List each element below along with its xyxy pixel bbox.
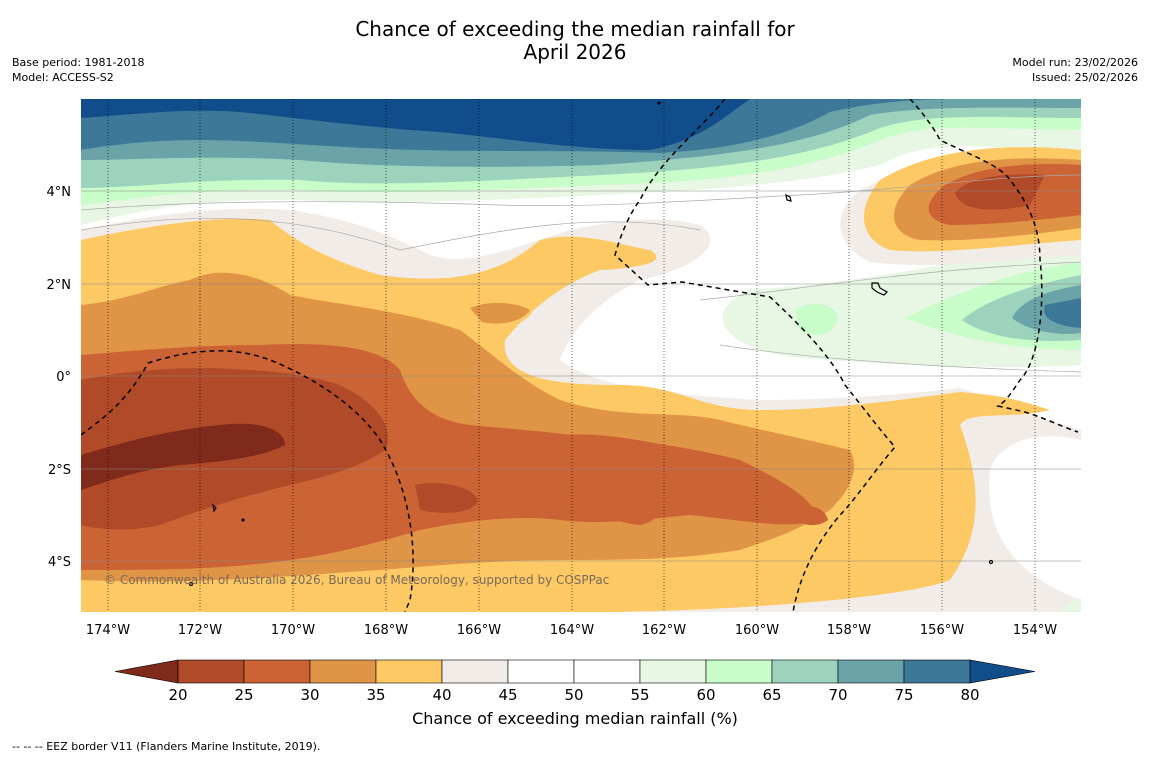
colorbar-bin bbox=[375, 659, 443, 684]
field-east-75-80 bbox=[1044, 298, 1081, 328]
colorbar-bin bbox=[639, 659, 707, 684]
lon-label: 154°W bbox=[1013, 623, 1057, 638]
colorbar-tick: 30 bbox=[300, 686, 319, 704]
map-title: Chance of exceeding the median rainfall … bbox=[0, 18, 1150, 64]
lon-label: 156°W bbox=[920, 623, 964, 638]
island-shape bbox=[188, 581, 194, 587]
island-shape bbox=[871, 282, 888, 296]
base-period: Base period: 1981-2018 bbox=[12, 56, 145, 69]
colorbar-tick: 25 bbox=[234, 686, 253, 704]
colorbar-bin bbox=[903, 659, 971, 684]
colorbar-bin bbox=[441, 659, 509, 684]
eez-borders bbox=[81, 99, 1079, 612]
model-name: Model: ACCESS-S2 bbox=[12, 71, 114, 84]
field-ne-20-25 bbox=[955, 174, 1045, 210]
issued-date: Issued: 25/02/2026 bbox=[1031, 71, 1138, 84]
model-run: Model run: 23/02/2026 bbox=[1012, 56, 1138, 69]
graticule-lat bbox=[81, 190, 1081, 562]
colorbar-bin bbox=[705, 659, 773, 684]
field-patch-25-30-a bbox=[559, 434, 683, 525]
lon-label: 158°W bbox=[827, 623, 871, 638]
colorbar-tick: 50 bbox=[564, 686, 583, 704]
colorbar-tick: 70 bbox=[828, 686, 847, 704]
lat-label: 0° bbox=[56, 370, 71, 385]
islands bbox=[188, 101, 994, 587]
contour-line-1 bbox=[81, 217, 701, 251]
contour-line-3 bbox=[699, 261, 1081, 301]
lat-label: 4°N bbox=[47, 185, 72, 200]
title-line-2: April 2026 bbox=[523, 40, 627, 64]
lat-axis: 4°N 2°N 0° 2°S 4°S bbox=[47, 185, 72, 570]
lon-label: 164°W bbox=[550, 623, 594, 638]
eez-border-line-islands bbox=[614, 99, 896, 612]
map-field: © Commonwealth of Australia 2026, Bureau… bbox=[81, 99, 1081, 612]
contour-line-2 bbox=[81, 174, 1081, 211]
field-se-45-50 bbox=[989, 436, 1081, 600]
colorbar-bin bbox=[507, 659, 575, 684]
lat-label: 2°N bbox=[47, 278, 72, 293]
colorbar-tick: 20 bbox=[168, 686, 187, 704]
title-line-1: Chance of exceeding the median rainfall … bbox=[355, 17, 795, 41]
copyright-text: © Commonwealth of Australia 2026, Bureau… bbox=[104, 573, 609, 587]
colorbar-tick: 55 bbox=[630, 686, 649, 704]
eez-border-east bbox=[909, 99, 1079, 433]
colorbar-bin bbox=[573, 659, 641, 684]
colorbar-tick: 80 bbox=[960, 686, 979, 704]
colorbar-tick: 60 bbox=[696, 686, 715, 704]
colorbar-tick: 45 bbox=[498, 686, 517, 704]
island-shape bbox=[785, 193, 792, 202]
colorbar-label: Chance of exceeding median rainfall (%) bbox=[412, 709, 738, 728]
meta-left: Base period: 1981-2018 Model: ACCESS-S2 bbox=[12, 55, 144, 85]
field-contours bbox=[81, 174, 1081, 373]
colorbar-tick: 65 bbox=[762, 686, 781, 704]
lon-label: 162°W bbox=[642, 623, 686, 638]
colorbar-tick: 40 bbox=[432, 686, 451, 704]
lon-label: 170°W bbox=[271, 623, 315, 638]
meta-right: Model run: 23/02/2026 Issued: 25/02/2026 bbox=[1012, 55, 1138, 85]
field-patch-20-25-b bbox=[415, 483, 478, 513]
field-east-60-65-small bbox=[795, 303, 838, 336]
lon-label: 166°W bbox=[457, 623, 501, 638]
island-shape bbox=[241, 518, 245, 522]
colorbar-bin bbox=[837, 659, 905, 684]
field-patch-25-30-e bbox=[795, 506, 828, 526]
island-shape bbox=[212, 503, 217, 513]
lon-label: 168°W bbox=[364, 623, 408, 638]
colorbar-tick: 35 bbox=[366, 686, 385, 704]
lon-label: 172°W bbox=[178, 623, 222, 638]
colorbar-bin bbox=[309, 659, 377, 684]
lat-label: 2°S bbox=[48, 463, 71, 478]
lon-axis: 174°W 172°W 170°W 168°W 166°W 164°W 162°… bbox=[86, 623, 1057, 638]
field-se-55-60 bbox=[1060, 598, 1081, 612]
colorbar-bin bbox=[243, 659, 311, 684]
colorbar-ticks: 20 25 30 35 40 45 50 55 60 65 70 75 80 bbox=[168, 686, 979, 704]
lon-label: 174°W bbox=[86, 623, 130, 638]
lat-label: 4°S bbox=[48, 555, 71, 570]
colorbar-tick: 75 bbox=[894, 686, 913, 704]
contour-line-4 bbox=[719, 344, 1081, 373]
colorbar-extend-high bbox=[969, 659, 1036, 684]
colorbar-bin bbox=[771, 659, 839, 684]
eez-footnote: -- -- -- EEZ border V11 (Flanders Marine… bbox=[12, 740, 321, 753]
field-band-under-20 bbox=[81, 423, 285, 490]
island-shape bbox=[988, 559, 994, 565]
island-shape bbox=[657, 101, 661, 105]
colorbar-bin bbox=[177, 659, 245, 684]
field-band-over-80-north bbox=[81, 99, 750, 150]
eez-border-kiribati-phoenix bbox=[81, 350, 414, 612]
field-patch-30-35-d bbox=[470, 302, 530, 324]
colorbar bbox=[114, 659, 1036, 684]
colorbar-extend-low bbox=[114, 659, 179, 684]
lon-label: 160°W bbox=[735, 623, 779, 638]
